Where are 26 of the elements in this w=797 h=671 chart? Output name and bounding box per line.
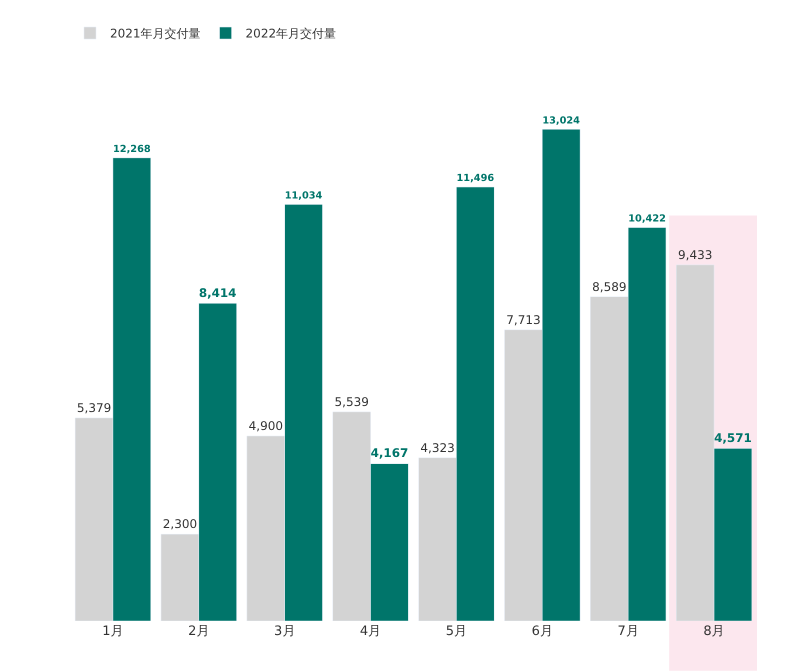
- data-label: 5,539: [334, 394, 369, 409]
- data-label: 4,900: [248, 419, 283, 434]
- x-tick-label: 7月: [618, 624, 639, 639]
- legend-label: 2022年月交付量: [246, 26, 336, 41]
- data-label: 11,034: [284, 190, 323, 202]
- data-label: 10,422: [628, 214, 666, 225]
- data-label: 2,300: [162, 517, 198, 532]
- data-label: 9,433: [678, 248, 712, 262]
- x-tick-label: 5月: [446, 624, 468, 639]
- data-label: 12,268: [112, 144, 151, 155]
- data-label: 4,167: [370, 446, 408, 460]
- x-tick-label: 1月: [102, 624, 124, 639]
- x-tick-label: 4月: [360, 624, 382, 639]
- data-label: 4,323: [420, 440, 455, 455]
- data-label: 7,713: [506, 312, 541, 327]
- data-label: 4,571: [714, 430, 752, 445]
- x-tick-label: 6月: [532, 624, 553, 639]
- data-label: 8,589: [592, 280, 626, 294]
- x-tick-label: 2月: [188, 624, 210, 639]
- data-label: 11,496: [456, 173, 494, 184]
- x-tick-label: 8月: [703, 624, 725, 639]
- data-label: 8,414: [198, 286, 236, 300]
- x-tick-label: 3月: [274, 624, 296, 639]
- data-label: 13,024: [542, 115, 580, 126]
- data-label: 5,379: [76, 400, 112, 415]
- legend-label: 2021年月交付量: [110, 26, 201, 41]
